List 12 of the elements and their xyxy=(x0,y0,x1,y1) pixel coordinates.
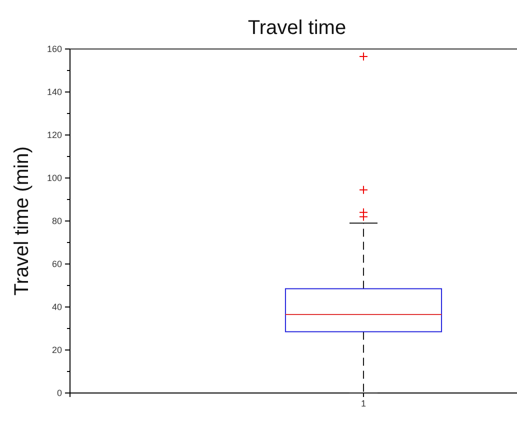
y-tick-label: 0 xyxy=(56,388,62,398)
y-tick-label: 40 xyxy=(52,302,62,312)
y-tick-label: 140 xyxy=(46,86,62,97)
y-tick-label: 60 xyxy=(52,258,62,269)
y-tick-label: 160 xyxy=(46,44,62,54)
y-tick-label: 120 xyxy=(46,130,62,140)
y-tick-label: 80 xyxy=(52,216,62,226)
y-tick-label: 100 xyxy=(46,172,62,183)
y-tick-label: 20 xyxy=(52,344,62,355)
y-axis-title: Travel time (min) xyxy=(11,146,33,296)
chart-title: Travel time xyxy=(248,17,346,39)
x-tick-label: 1 xyxy=(360,398,366,408)
